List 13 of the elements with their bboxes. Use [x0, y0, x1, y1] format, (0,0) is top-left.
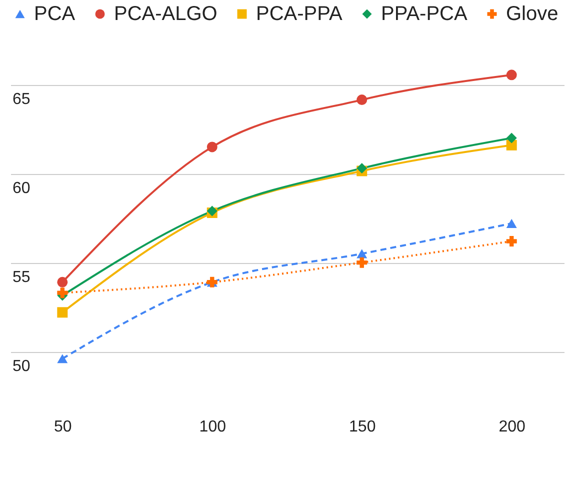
x-tick-label: 150 — [349, 418, 376, 436]
legend-label: Glove — [506, 3, 558, 25]
legend-label: PCA-ALGO — [114, 3, 218, 25]
x-tick-label: 200 — [498, 418, 526, 436]
x-tick-label: 50 — [54, 418, 72, 436]
x-tick-label: 100 — [199, 418, 226, 436]
y-tick-label: 60 — [12, 180, 30, 198]
legend-label: PPA-PCA — [381, 3, 468, 25]
legend-label: PCA — [34, 3, 76, 25]
y-tick-label: 50 — [12, 358, 30, 376]
y-tick-label: 55 — [12, 269, 30, 286]
y-tick-label: 65 — [12, 91, 30, 108]
legend-label: PCA-PPA — [256, 3, 343, 25]
